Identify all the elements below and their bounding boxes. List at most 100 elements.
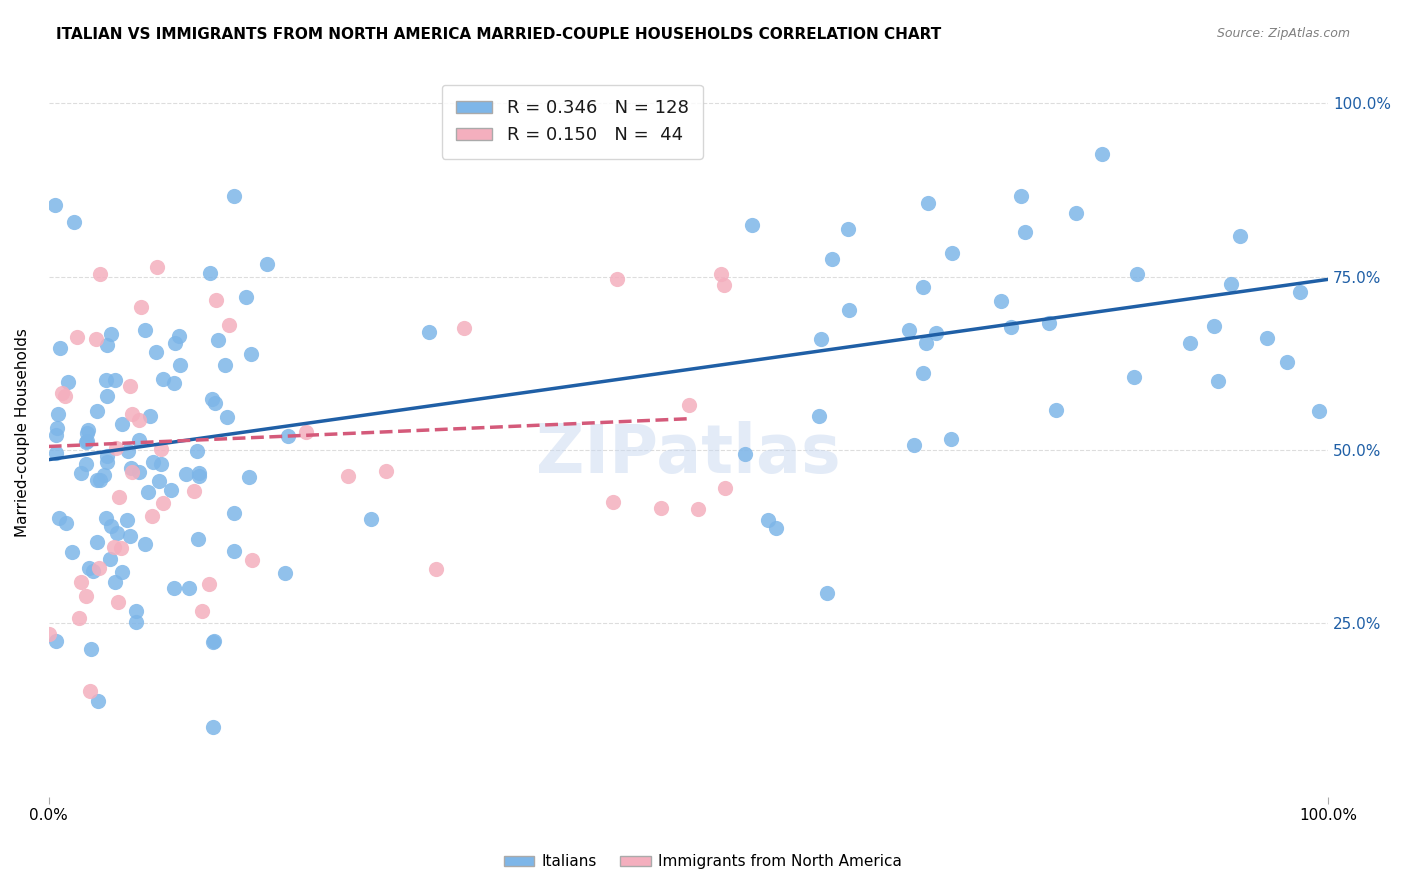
Point bbox=[70, 466, 93, 480]
Point bbox=[98, 552, 121, 566]
Point bbox=[218, 318, 240, 332]
Point bbox=[38, 627, 60, 641]
Point bbox=[188, 466, 211, 480]
Point bbox=[925, 326, 948, 341]
Point bbox=[96, 455, 118, 469]
Point bbox=[207, 334, 229, 348]
Point bbox=[360, 512, 382, 526]
Point bbox=[765, 521, 787, 535]
Point bbox=[145, 345, 167, 359]
Point bbox=[810, 332, 832, 346]
Point bbox=[70, 575, 93, 590]
Point bbox=[917, 196, 939, 211]
Point bbox=[165, 336, 187, 351]
Point bbox=[188, 468, 211, 483]
Point bbox=[84, 332, 107, 346]
Point bbox=[44, 198, 66, 212]
Point bbox=[82, 564, 104, 578]
Point bbox=[375, 464, 398, 478]
Point bbox=[45, 427, 67, 442]
Point bbox=[815, 586, 838, 600]
Point bbox=[240, 553, 263, 567]
Point bbox=[80, 641, 103, 656]
Point bbox=[76, 425, 98, 440]
Point bbox=[115, 513, 138, 527]
Point bbox=[214, 358, 236, 372]
Point bbox=[93, 468, 115, 483]
Point bbox=[186, 443, 208, 458]
Point bbox=[111, 417, 134, 432]
Point bbox=[104, 574, 127, 589]
Point bbox=[152, 372, 174, 386]
Point bbox=[1288, 285, 1310, 300]
Point bbox=[125, 604, 148, 618]
Point bbox=[204, 395, 226, 409]
Point bbox=[121, 407, 143, 421]
Point bbox=[903, 438, 925, 452]
Point bbox=[118, 529, 141, 543]
Point bbox=[820, 252, 842, 267]
Point bbox=[756, 513, 779, 527]
Point bbox=[117, 444, 139, 458]
Point bbox=[1000, 319, 1022, 334]
Point bbox=[105, 441, 128, 455]
Point bbox=[96, 511, 118, 525]
Point bbox=[45, 633, 67, 648]
Point bbox=[62, 215, 84, 229]
Point bbox=[136, 485, 159, 500]
Point bbox=[75, 589, 97, 603]
Point bbox=[48, 511, 70, 525]
Point bbox=[741, 218, 763, 232]
Point bbox=[418, 325, 440, 339]
Point bbox=[1123, 369, 1146, 384]
Legend: Italians, Immigrants from North America: Italians, Immigrants from North America bbox=[498, 848, 908, 875]
Point bbox=[190, 604, 212, 618]
Point bbox=[45, 445, 67, 459]
Point bbox=[103, 540, 125, 554]
Point bbox=[990, 293, 1012, 308]
Point bbox=[51, 386, 73, 401]
Point bbox=[94, 373, 117, 387]
Point bbox=[167, 329, 190, 343]
Point bbox=[713, 278, 735, 293]
Point bbox=[941, 433, 963, 447]
Point bbox=[105, 525, 128, 540]
Point bbox=[149, 457, 172, 471]
Point bbox=[96, 389, 118, 403]
Point bbox=[1308, 404, 1330, 418]
Point bbox=[86, 534, 108, 549]
Legend: R = 0.346   N = 128, R = 0.150   N =  44: R = 0.346 N = 128, R = 0.150 N = 44 bbox=[441, 85, 703, 159]
Point bbox=[120, 461, 142, 475]
Point bbox=[152, 496, 174, 510]
Point bbox=[453, 320, 475, 334]
Point bbox=[915, 335, 938, 350]
Point bbox=[118, 379, 141, 393]
Point bbox=[76, 434, 98, 449]
Point bbox=[134, 537, 156, 551]
Point bbox=[1125, 267, 1147, 281]
Point bbox=[912, 280, 935, 294]
Point bbox=[100, 327, 122, 342]
Point bbox=[1014, 225, 1036, 239]
Point bbox=[205, 293, 228, 307]
Point bbox=[125, 615, 148, 629]
Point bbox=[1010, 189, 1032, 203]
Point bbox=[1229, 228, 1251, 243]
Point bbox=[142, 455, 165, 469]
Point bbox=[121, 465, 143, 479]
Point bbox=[89, 267, 111, 281]
Point bbox=[837, 222, 859, 236]
Text: Source: ZipAtlas.com: Source: ZipAtlas.com bbox=[1216, 27, 1350, 40]
Point bbox=[179, 581, 201, 595]
Point bbox=[86, 693, 108, 707]
Point bbox=[838, 302, 860, 317]
Point bbox=[110, 541, 132, 555]
Point bbox=[66, 330, 89, 344]
Point bbox=[606, 271, 628, 285]
Point bbox=[75, 435, 97, 450]
Point bbox=[48, 407, 70, 421]
Point bbox=[202, 635, 225, 649]
Point bbox=[240, 347, 263, 361]
Point bbox=[337, 468, 360, 483]
Point bbox=[187, 532, 209, 546]
